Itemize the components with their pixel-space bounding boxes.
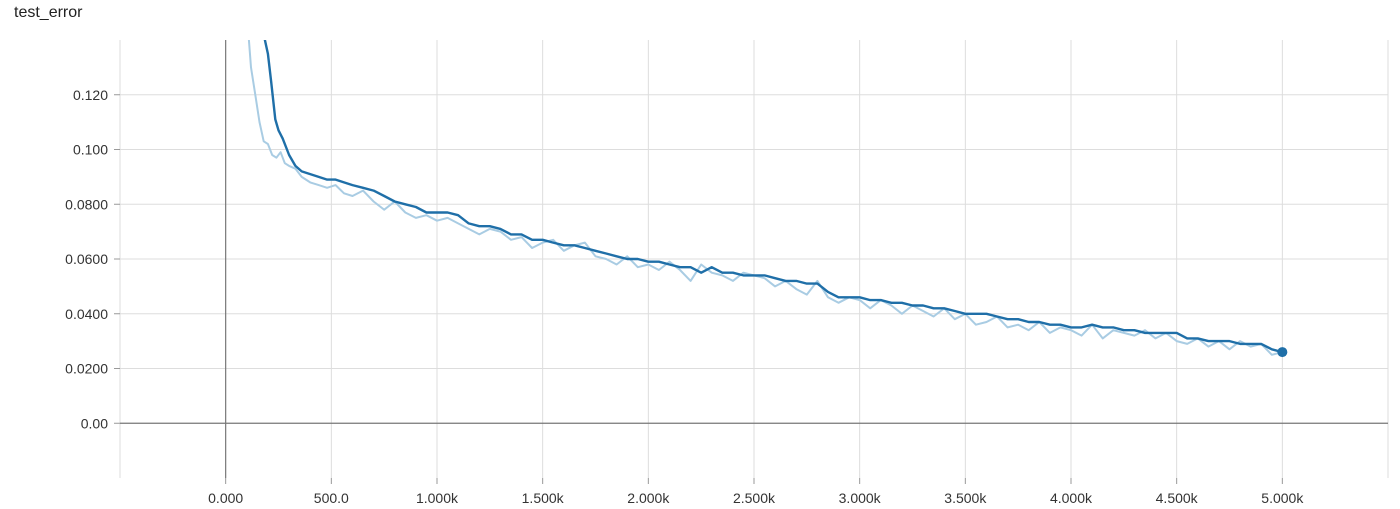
x-tick-label: 4.000k [1050, 490, 1093, 506]
series [247, 40, 1288, 358]
x-tick-label: 4.500k [1156, 490, 1199, 506]
x-tick-label: 500.0 [314, 490, 349, 506]
y-tick-label: 0.0600 [65, 251, 108, 267]
y-tick-label: 0.0200 [65, 361, 108, 377]
y-tick-label: 0.00 [81, 415, 108, 431]
y-tick-label: 0.120 [73, 87, 108, 103]
grid [119, 40, 1389, 478]
raw-series-line [247, 40, 1283, 356]
x-tick-label: 2.000k [627, 490, 670, 506]
x-tick-label: 3.500k [944, 490, 987, 506]
y-tick-label: 0.0400 [65, 306, 108, 322]
chart-title: test_error [14, 4, 83, 21]
y-tick-label: 0.0800 [65, 196, 108, 212]
x-tick-label: 0.000 [208, 490, 243, 506]
axes [114, 40, 1388, 484]
x-tick-label: 5.000k [1261, 490, 1304, 506]
last-point-marker [1277, 347, 1288, 358]
tick-labels: 0.000 500.0 1.000k 1.500k 2.000k 2.500k 3.000k… [65, 87, 1304, 506]
x-tick-label: 1.500k [522, 490, 565, 506]
x-tick-label: 3.000k [839, 490, 882, 506]
smoothed-series-line [263, 40, 1283, 354]
x-tick-label: 1.000k [416, 490, 459, 506]
x-tick-label: 2.500k [733, 490, 776, 506]
y-tick-label: 0.100 [73, 142, 108, 158]
